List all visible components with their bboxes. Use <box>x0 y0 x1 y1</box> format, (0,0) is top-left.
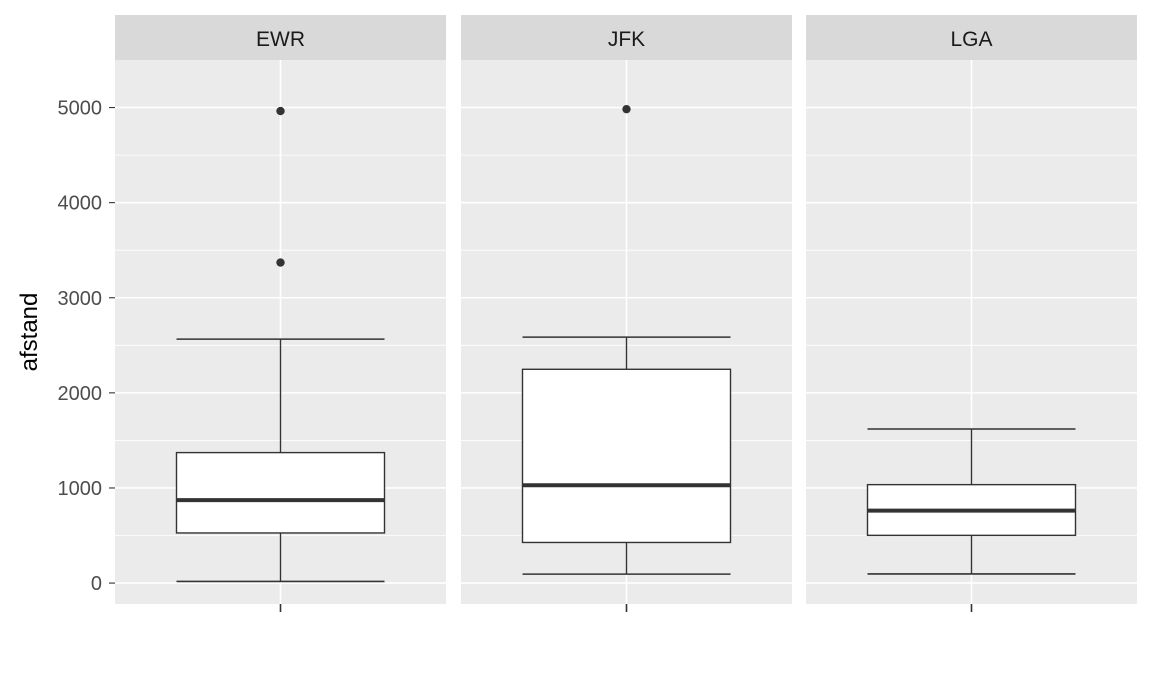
outlier-point <box>622 104 631 114</box>
facet-strip <box>115 15 446 60</box>
y-tick-label: 4000 <box>58 193 103 215</box>
facet-strip-label: EWR <box>256 28 305 51</box>
facet-panels: EWR JFK LGA <box>115 15 1137 612</box>
facet-strip-label: JFK <box>608 28 645 51</box>
y-tick-label: 0 <box>91 573 102 595</box>
y-tick-label: 3000 <box>58 288 103 310</box>
outlier-point <box>276 106 285 116</box>
y-axis-title: afstand <box>16 293 43 372</box>
iqr-box <box>175 451 386 534</box>
y-tick-label: 1000 <box>58 478 103 500</box>
facet-strip <box>806 15 1137 60</box>
y-axis: 0 1000 2000 3000 4000 5000 <box>58 98 115 595</box>
y-tick-label: 5000 <box>58 98 103 120</box>
y-tick-label: 2000 <box>58 383 103 405</box>
facet-panel-jfk: JFK <box>461 15 792 612</box>
facet-strip <box>461 15 792 60</box>
facet-panel-lga: LGA <box>806 15 1137 612</box>
facet-panel-ewr: EWR <box>115 15 446 612</box>
outlier-point <box>276 258 285 267</box>
facet-strip-label: LGA <box>950 28 992 51</box>
iqr-box <box>521 368 732 544</box>
